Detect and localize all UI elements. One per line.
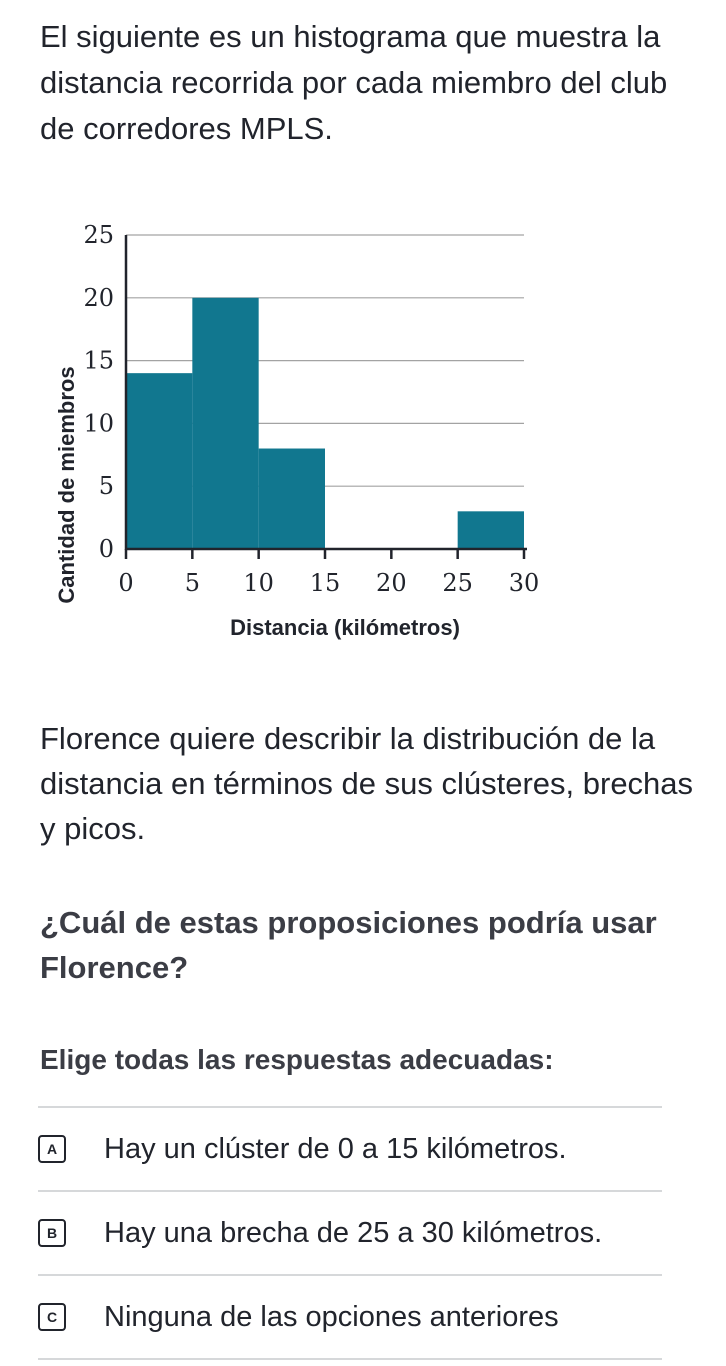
- histogram-bars: [126, 297, 524, 549]
- description-text: Florence quiere describir la distribució…: [40, 721, 694, 846]
- y-tick-label: 25: [83, 221, 114, 249]
- y-tick-label: 0: [99, 535, 114, 563]
- axes: [124, 235, 527, 559]
- choice-c-text: Ninguna de las opciones anteriores: [104, 1300, 559, 1333]
- y-tick-label: 15: [83, 347, 114, 375]
- tick-labels: 0 5 10 15 20 25 30 0 5 10 15 20 25: [83, 221, 539, 597]
- question-text: ¿Cuál de estas proposiciones podría usar…: [40, 905, 657, 985]
- histogram-bar-5-10: [192, 297, 259, 549]
- y-tick-label: 5: [99, 472, 114, 500]
- instruction-text: Elige todas las respuestas adecuadas:: [40, 1044, 554, 1075]
- x-tick-label: 0: [118, 569, 133, 597]
- histogram-bar-0-5: [126, 373, 193, 549]
- histogram-bar-25-30: [457, 511, 524, 549]
- choice-a[interactable]: A Hay un clúster de 0 a 15 kilómetros.: [38, 1106, 662, 1190]
- y-tick-label: 20: [83, 284, 114, 312]
- histogram-bar-10-15: [258, 448, 325, 549]
- intro-text: El siguiente es un histograma que muestr…: [40, 19, 668, 146]
- choice-c-letter-box[interactable]: C: [38, 1303, 66, 1331]
- y-tick-label: 10: [83, 409, 114, 437]
- y-axis-label: Cantidad de miembros: [54, 366, 79, 603]
- x-tick-label: 10: [243, 569, 274, 597]
- choice-a-text: Hay un clúster de 0 a 15 kilómetros.: [104, 1132, 567, 1165]
- choice-c[interactable]: C Ninguna de las opciones anteriores: [38, 1274, 662, 1360]
- choice-a-letter-box[interactable]: A: [38, 1135, 66, 1163]
- x-tick-label: 30: [509, 569, 540, 597]
- choice-b[interactable]: B Hay una brecha de 25 a 30 kilómetros.: [38, 1190, 662, 1274]
- x-tick-label: 5: [185, 569, 200, 597]
- x-tick-label: 15: [310, 569, 341, 597]
- choice-b-letter-box[interactable]: B: [38, 1219, 66, 1247]
- choice-b-text: Hay una brecha de 25 a 30 kilómetros.: [104, 1216, 603, 1249]
- x-tick-label: 25: [442, 569, 473, 597]
- x-tick-label: 20: [376, 569, 407, 597]
- answer-choices: A Hay un clúster de 0 a 15 kilómetros. B…: [38, 1106, 662, 1360]
- x-axis-label: Distancia (kilómetros): [230, 615, 460, 640]
- histogram-chart: 0 5 10 15 20 25 30 0 5 10 15 20 25 Cantidad de miemb…: [54, 221, 539, 640]
